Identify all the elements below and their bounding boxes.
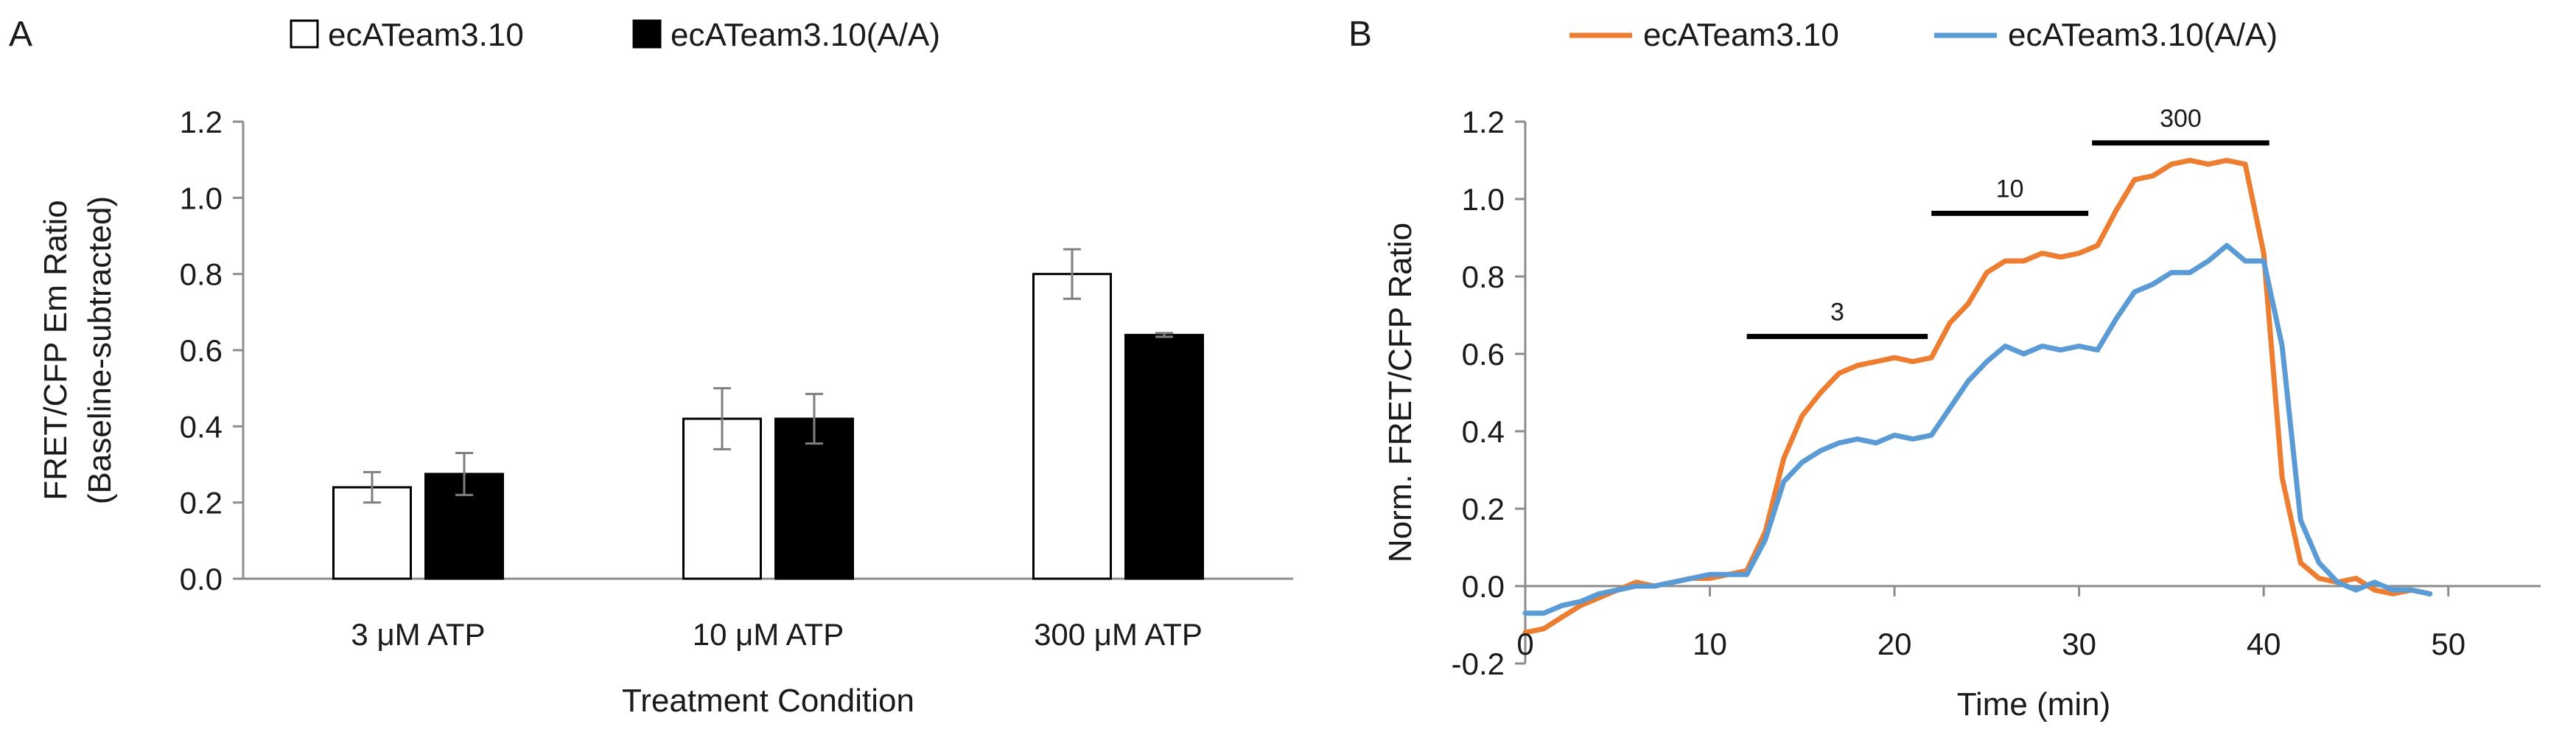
line-chart-series [1522,158,2433,635]
bar-chart-legend: ecATeam3.10 ecATeam3.10(A/A) [290,17,940,53]
legend-label: ecATeam3.10 [1643,17,1839,53]
bar-chart-ticks: 0.0 0.2 0.4 0.6 0.8 1.0 1.2 3 μM ATP 10 μM ATP 30… [180,105,1203,652]
bar-chart-category-label: 10 μM ATP [693,617,844,652]
bar-chart-x-axis-label: Treatment Condition [622,683,914,719]
line-chart-x-tick-label: 0 [1516,627,1533,661]
line-chart-y-tick-label: 1.2 [1462,105,1505,139]
bar-chart-y-axis-label-line2: (Baseline-subtracted) [82,196,118,504]
treatment-label: 300 [2160,105,2202,133]
line-chart-x-tick-label: 40 [2247,627,2281,661]
bar-chart-y-tick-label: 0.6 [180,333,223,368]
line-chart-y-tick-label: 0.2 [1462,492,1505,526]
bar-chart-bars [332,248,1204,580]
bar-chart-y-tick-label: 0.8 [180,257,223,292]
line-chart-x-axis-label: Time (min) [1957,686,2111,722]
line-chart-legend: ecATeam3.10 ecATeam3.10(A/A) [1569,17,2278,53]
line-chart-y-tick-label: 0.0 [1462,569,1505,604]
bar [1124,333,1204,580]
line-chart-y-tick-label: 1.0 [1462,182,1505,217]
line-chart-ticks: -0.2 0.0 0.2 0.4 0.6 0.8 1.0 1.2 0 10 20 30 40 50 [1452,105,2465,681]
bar [774,417,854,580]
panel-label-a: A [9,15,32,54]
bar-chart-y-axis-label-line1: FRET/CFP Em Ratio [38,200,74,500]
bar [1032,273,1112,580]
legend-swatch [290,19,319,49]
panel-label-b: B [1348,15,1372,54]
line-chart-y-tick-label: -0.2 [1452,647,1505,681]
line-chart-x-tick-label: 30 [2062,627,2096,661]
bar-chart-y-tick-label: 1.2 [180,105,223,139]
legend-label: ecATeam3.10(A/A) [671,17,940,53]
line-chart-x-tick-label: 20 [1877,627,1912,661]
line-series [1522,158,2433,635]
legend-label: ecATeam3.10 [328,17,524,53]
treatment-label: 3 [1830,298,1844,326]
line-chart-annotations: 3 10 300 [1746,105,2269,339]
line-chart-y-tick-label: 0.6 [1462,337,1505,372]
bar-chart-category-label: 3 μM ATP [351,617,485,652]
bar-chart-y-tick-label: 0.0 [180,562,223,596]
bar-chart-y-tick-label: 1.0 [180,181,223,215]
line-chart-y-tick-label: 0.8 [1462,259,1505,294]
bar-chart-panel: ecATeam3.10 ecATeam3.10(A/A) 0.0 0.2 0.4 0.6… [38,17,1293,719]
bar-chart-y-tick-label: 0.2 [180,486,223,520]
legend-swatch [632,19,662,49]
bar-chart-category-label: 300 μM ATP [1034,617,1203,652]
line-chart-y-tick-label: 0.4 [1462,414,1505,449]
treatment-label: 10 [1996,175,2024,203]
line-chart-x-tick-label: 10 [1693,627,1727,661]
legend-label: ecATeam3.10(A/A) [2008,17,2278,53]
line-series [1522,243,2433,616]
bar-chart-y-tick-label: 0.4 [180,409,223,444]
bar-chart-axes [233,120,1293,580]
line-chart-y-axis-label: Norm. FRET/CFP Ratio [1382,223,1418,562]
line-chart-x-tick-label: 50 [2431,627,2465,661]
